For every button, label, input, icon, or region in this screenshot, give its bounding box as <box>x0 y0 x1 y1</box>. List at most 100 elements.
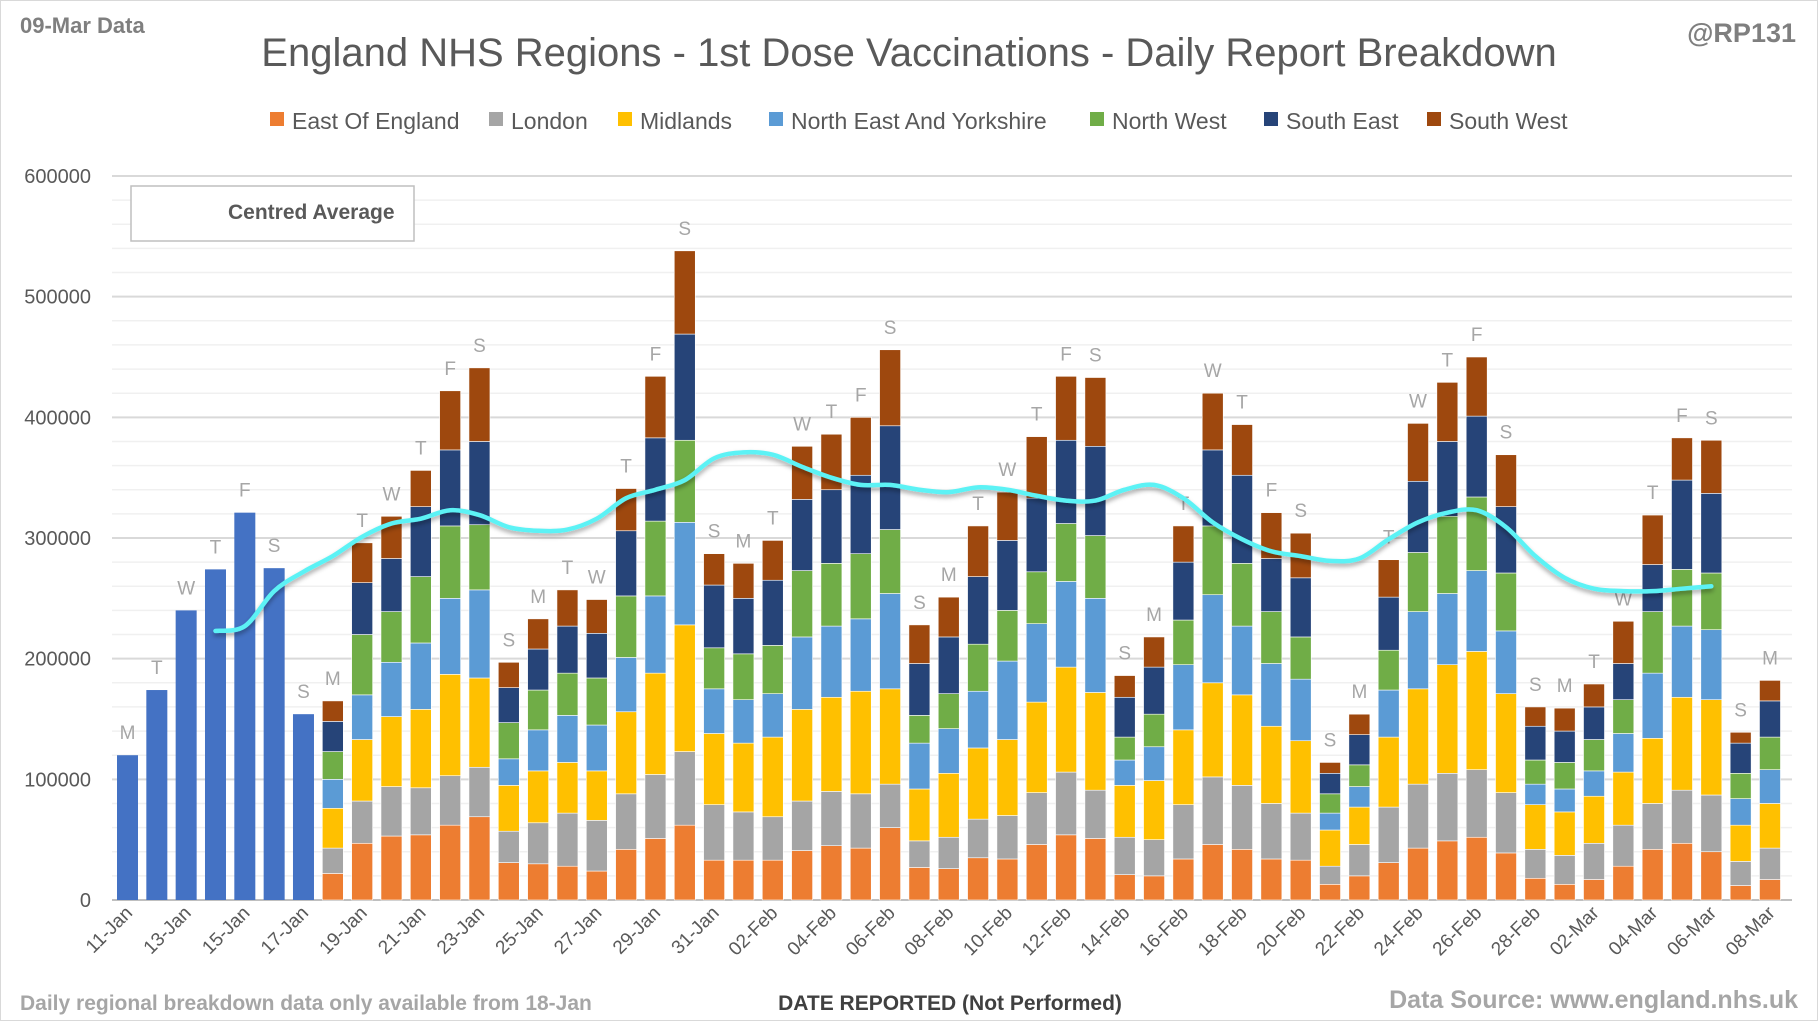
bar-segment-east-of-england <box>1700 851 1723 901</box>
bar-segment-north-west <box>1289 636 1312 680</box>
bar-segment-london <box>1495 792 1517 854</box>
day-letter: S <box>1294 501 1307 522</box>
bar-segment-midlands <box>761 736 784 818</box>
bar-segment-midlands <box>322 807 344 849</box>
bar-total <box>117 755 138 900</box>
centred-average-legend-label: Centred Average <box>228 201 395 224</box>
bar-segment-north-west <box>1084 535 1107 599</box>
bar-segment-north-east-and-yorkshire <box>1025 623 1048 703</box>
legend-swatch <box>618 112 632 126</box>
bar-segment-midlands <box>1113 785 1136 838</box>
bar-segment-london <box>1084 789 1107 839</box>
bar-segment-london <box>1524 849 1547 879</box>
bar-segment-north-west <box>497 722 520 760</box>
bar-segment-north-west <box>1759 736 1781 770</box>
bar-segment-east-of-england <box>615 849 637 901</box>
bar-segment-midlands <box>1319 829 1341 867</box>
x-tick-label: 02-Feb <box>725 903 782 960</box>
bar-segment-london <box>351 800 373 844</box>
bar-segment-south-west <box>409 470 432 507</box>
bar-segment-north-east-and-yorkshire <box>1671 625 1693 698</box>
x-tick-label: 06-Mar <box>1663 902 1721 960</box>
legend-label: Midlands <box>640 108 732 134</box>
day-letter: W <box>588 568 606 589</box>
bar-segment-midlands <box>1465 651 1488 770</box>
bar-segment-north-east-and-yorkshire <box>1084 598 1107 693</box>
day-letter: S <box>1118 644 1131 665</box>
bar-segment-london <box>1700 794 1723 853</box>
bar-segment-north-west <box>1729 772 1752 799</box>
legend-swatch <box>489 112 503 126</box>
bar-segment-north-west <box>1377 649 1400 691</box>
x-tick-label: 28-Feb <box>1487 903 1544 960</box>
bar-segment-south-east <box>1583 706 1605 740</box>
x-tick-label: 31-Jan <box>668 903 724 959</box>
bar-segment-north-west <box>791 570 813 638</box>
x-tick-label: 19-Jan <box>316 903 372 959</box>
bar-segment-london <box>1671 789 1693 844</box>
day-letter: T <box>972 494 984 515</box>
bar-segment-midlands <box>1583 795 1605 844</box>
bar-segment-south-west <box>1231 424 1253 476</box>
bar-segment-south-west <box>673 250 696 335</box>
bar-segment-east-of-england <box>1231 849 1253 901</box>
x-tick-label: 25-Jan <box>492 903 548 959</box>
bar-segment-london <box>1641 803 1664 850</box>
bar-segment-north-east-and-yorkshire <box>1289 678 1312 742</box>
bar-segment-north-west <box>556 672 579 716</box>
y-tick-label: 0 <box>80 890 91 912</box>
bar-segment-north-west <box>703 647 725 690</box>
bar-segment-south-east <box>1084 445 1107 536</box>
bar-segment-north-west <box>322 751 344 780</box>
bar-segment-south-east <box>1612 663 1635 700</box>
x-tick-label: 22-Feb <box>1311 903 1368 960</box>
bar-segment-south-west <box>1436 382 1459 442</box>
bar-segment-east-of-england <box>1025 844 1048 901</box>
bar-segment-midlands <box>732 742 755 813</box>
bar-segment-london <box>322 847 344 874</box>
bar-segment-south-west <box>1172 525 1195 563</box>
bar-segment-midlands <box>1671 696 1693 791</box>
bar-segment-east-of-england <box>996 858 1019 901</box>
bar-segment-midlands <box>937 772 960 838</box>
day-letter: M <box>1146 605 1162 626</box>
day-letter: T <box>620 457 632 478</box>
bar-segment-east-of-england <box>1348 875 1371 901</box>
legend: East Of England London Midlands North East … <box>270 108 1568 134</box>
bar-segment-east-of-england <box>1553 884 1576 901</box>
bar-segment-north-east-and-yorkshire <box>380 661 403 717</box>
bar-segment-south-east <box>527 648 549 691</box>
bar-segment-east-of-england <box>791 850 813 901</box>
bar-segment-north-west <box>1671 569 1693 627</box>
bar-segment-east-of-england <box>380 835 403 901</box>
day-letter: S <box>473 336 486 357</box>
day-letter: S <box>1500 423 1513 444</box>
bar-segment-south-east <box>820 489 843 564</box>
legend-label: London <box>511 108 588 134</box>
x-tick-label: 18-Feb <box>1194 903 1251 960</box>
x-tick-label: 16-Feb <box>1135 903 1192 960</box>
bar-segment-north-west <box>879 529 901 594</box>
bar-segment-south-east <box>1025 497 1048 573</box>
bar-segment-south-east <box>1055 439 1077 524</box>
bar-segment-north-east-and-yorkshire <box>732 699 755 744</box>
bar-segment-london <box>1289 812 1312 861</box>
day-letter: T <box>1588 652 1600 673</box>
bar-segment-london <box>644 774 667 839</box>
bar-segment-midlands <box>1700 699 1723 796</box>
bar-segment-east-of-england <box>409 834 432 901</box>
bars <box>117 250 1781 901</box>
bar-segment-north-west <box>585 677 608 726</box>
bar-segment-north-west <box>439 525 461 599</box>
day-letter: F <box>1266 481 1278 502</box>
bar-segment-south-west <box>1377 559 1400 598</box>
bar-segment-east-of-england <box>1612 865 1635 901</box>
bar-segment-midlands <box>967 747 989 820</box>
bar-segment-london <box>761 816 784 861</box>
bar-segment-midlands <box>1641 738 1664 804</box>
bar-segment-north-east-and-yorkshire <box>1377 689 1400 738</box>
bar-segment-south-west <box>1759 680 1781 702</box>
bar-segment-south-west <box>908 624 931 664</box>
bar-segment-south-west <box>732 563 755 599</box>
